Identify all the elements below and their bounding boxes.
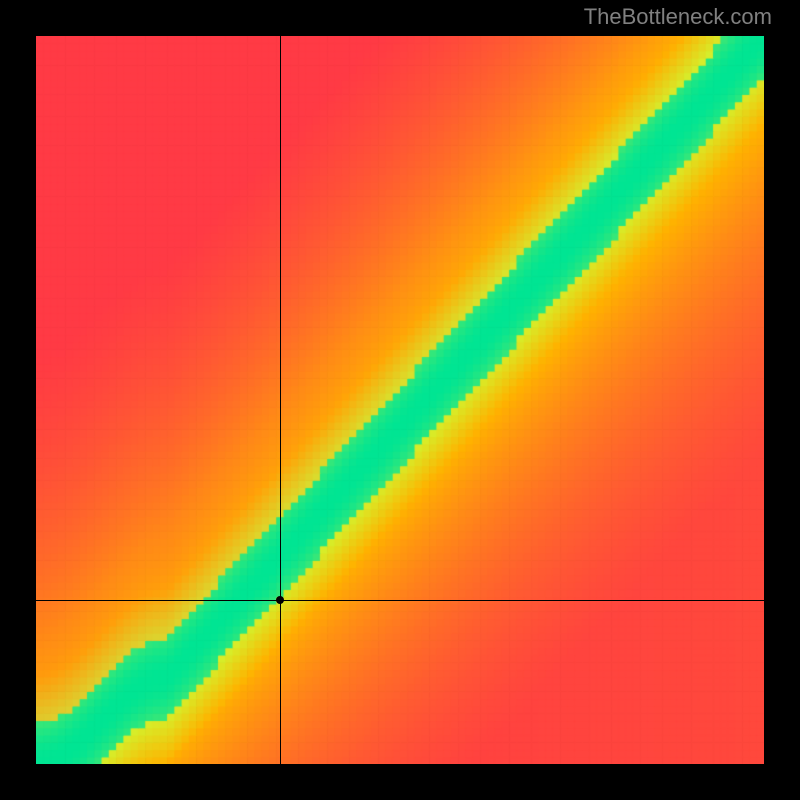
- crosshair-vertical: [280, 36, 281, 764]
- crosshair-marker: [276, 596, 284, 604]
- chart-container: TheBottleneck.com: [0, 0, 800, 800]
- watermark-text: TheBottleneck.com: [584, 4, 772, 30]
- bottleneck-heatmap: [36, 36, 764, 764]
- crosshair-horizontal: [36, 600, 764, 601]
